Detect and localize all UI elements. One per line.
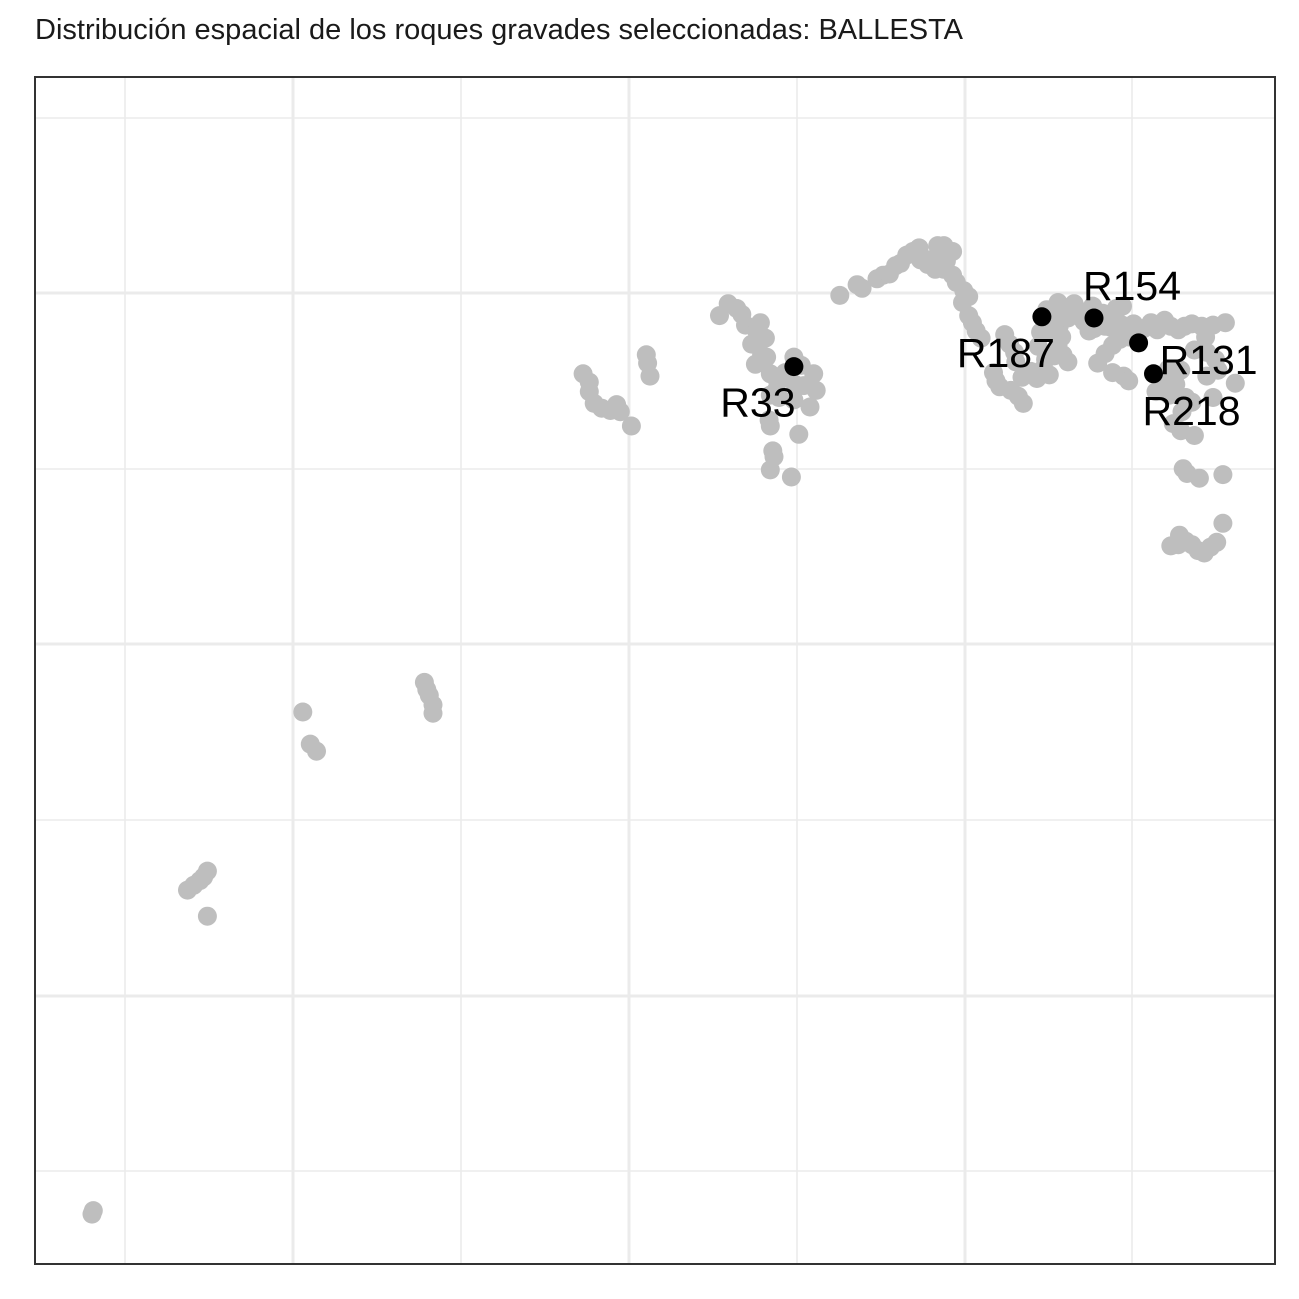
point-label-r33: R33: [720, 380, 795, 426]
data-point: [1184, 426, 1204, 445]
data-point: [1160, 385, 1180, 405]
highlight-point-r218: [1144, 364, 1163, 384]
data-point: [1103, 363, 1123, 383]
data-point: [757, 347, 777, 367]
data-point: [806, 380, 826, 400]
data-point: [610, 402, 630, 422]
highlight-points: [784, 307, 1163, 384]
highlight-labels: R33 R187 R154 R131 R218: [720, 263, 1257, 434]
data-point: [750, 313, 770, 333]
data-point: [784, 390, 804, 410]
plot-panel: [35, 77, 1275, 1264]
chart-title: Distribución espacial de los roques grav…: [35, 14, 963, 46]
data-point: [830, 285, 850, 305]
point-label-r154: R154: [1083, 263, 1181, 309]
panel-border: [34, 76, 1276, 1265]
data-point: [1207, 532, 1227, 552]
highlight-point-r131: [1129, 333, 1149, 353]
data-point: [1213, 465, 1233, 485]
data-point: [1119, 371, 1139, 391]
data-point: [800, 397, 820, 417]
data-point: [760, 460, 780, 480]
data-point: [769, 388, 789, 407]
data-point: [1113, 296, 1132, 316]
data-point: [1013, 393, 1033, 413]
data-point: [1197, 366, 1217, 386]
data-point: [621, 416, 641, 436]
grid-lines: [35, 77, 1275, 1264]
highlight-point-r154: [1084, 308, 1104, 328]
data-point: [789, 424, 809, 444]
data-point: [1036, 350, 1056, 369]
data-point: [935, 251, 955, 271]
data-point: [1189, 468, 1209, 488]
point-label-r187: R187: [957, 330, 1055, 376]
data-point: [1203, 388, 1223, 407]
point-label-r218: R218: [1142, 388, 1240, 434]
data-point: [760, 416, 780, 436]
data-point: [197, 906, 217, 926]
background-points: [82, 236, 1245, 1224]
data-point: [1039, 365, 1059, 385]
data-point: [852, 278, 872, 298]
data-point: [1170, 525, 1189, 545]
data-point: [1064, 294, 1084, 314]
data-point: [83, 1201, 103, 1221]
highlight-point-r33: [784, 357, 804, 377]
data-point: [1225, 373, 1245, 393]
point-label-r131: R131: [1160, 337, 1258, 383]
data-point: [293, 702, 313, 722]
data-point: [640, 366, 660, 386]
data-point: [971, 328, 991, 348]
data-point: [423, 703, 443, 723]
data-point: [804, 364, 824, 384]
data-point: [307, 741, 326, 761]
data-point: [1196, 327, 1216, 347]
data-point: [1058, 352, 1078, 372]
data-point: [755, 328, 775, 348]
highlight-point-r187: [1032, 307, 1052, 327]
data-point: [197, 861, 217, 881]
data-point: [781, 467, 801, 487]
data-point: [1006, 352, 1026, 372]
data-point: [1215, 313, 1235, 333]
data-point: [1213, 513, 1233, 533]
